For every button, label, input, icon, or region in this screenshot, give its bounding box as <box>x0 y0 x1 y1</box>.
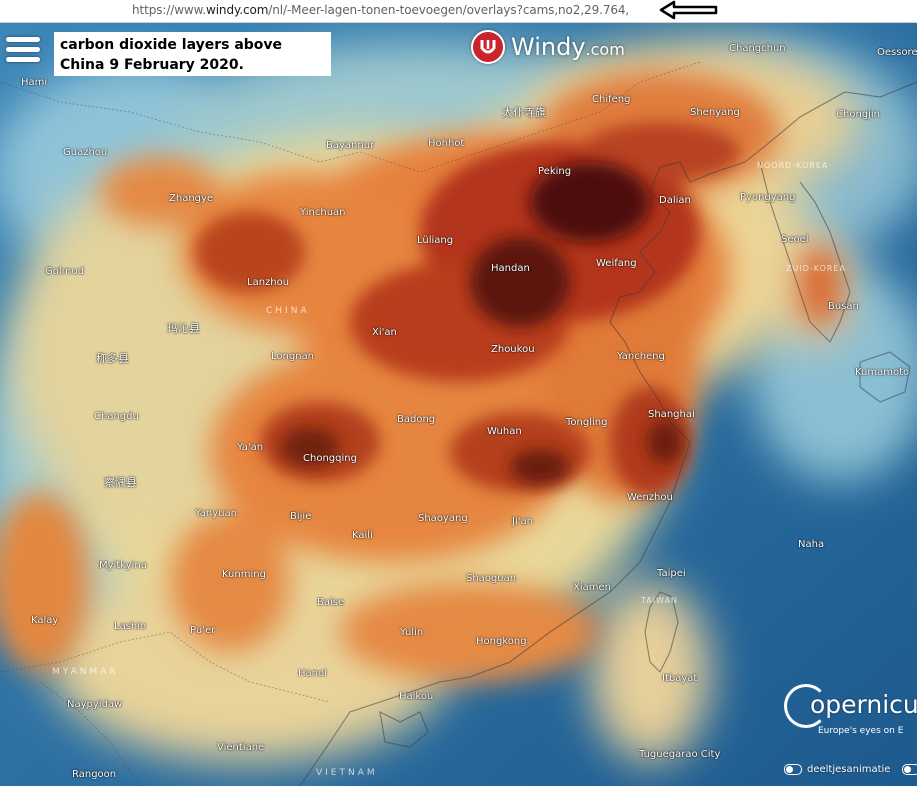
city-label: Hongkong <box>476 636 527 647</box>
city-label: Itbayat <box>662 673 698 684</box>
city-label: Tuguegarao City <box>639 749 721 760</box>
windy-logo-text: Windy.com <box>511 33 625 61</box>
city-label: Dalian <box>659 195 691 206</box>
city-label: Pyongyang <box>740 192 796 203</box>
city-label: Chongjin <box>836 109 881 120</box>
city-label: Naha <box>798 539 825 550</box>
city-label: Wenzhou <box>627 492 673 503</box>
city-label: Kumamoto <box>855 367 910 378</box>
toggle-switch-icon <box>784 763 802 775</box>
city-label: Kalay <box>31 615 59 626</box>
particle-animation-toggle[interactable]: deeltjesanimatie <box>784 761 890 777</box>
toggle-switch-icon <box>902 763 917 775</box>
city-label: 玛沁县 <box>167 322 200 335</box>
city-label: Hanoi <box>298 668 327 679</box>
region-label-north-korea: NOORD-KOREA <box>757 161 829 170</box>
region-label-taiwan: TAIWAN <box>641 596 679 605</box>
city-label: Shaoyang <box>418 513 468 524</box>
city-label: Taipei <box>657 568 686 579</box>
city-label: Myitkyina <box>99 560 147 571</box>
city-label: 称多县 <box>96 352 129 365</box>
city-label: Peking <box>538 166 572 177</box>
copernicus-name: opernicu <box>810 690 917 719</box>
city-label: Xi'an <box>372 327 397 338</box>
city-label: Pu'er <box>190 625 216 636</box>
browser-url-bar[interactable]: https://www.windy.com/nl/-Meer-lagen-ton… <box>0 0 917 23</box>
city-label: Zhoukou <box>491 344 535 355</box>
city-label: Yulin <box>400 627 424 638</box>
city-label: Wuhan <box>487 426 522 437</box>
region-label-myanmar: MYANMAR <box>52 667 119 677</box>
city-label: Golmud <box>45 266 85 277</box>
city-label: Bijie <box>290 511 312 522</box>
secondary-toggle[interactable] <box>902 761 917 777</box>
city-label: Shanghai <box>648 409 695 420</box>
menu-bar <box>6 47 40 52</box>
city-label: Seoel <box>781 234 809 245</box>
city-label: 太仆寺旗 <box>502 106 546 119</box>
city-label: Badong <box>397 414 436 425</box>
city-label: Baise <box>317 597 345 608</box>
city-label: Yinchuan <box>300 207 346 218</box>
city-label: Kunming <box>222 569 266 580</box>
city-label: Yancheng <box>617 351 665 362</box>
menu-bar <box>6 57 40 62</box>
pollution-map[interactable] <box>0 22 917 786</box>
city-label: Oessore <box>877 47 917 58</box>
region-label-vietnam: VIETNAM <box>316 768 378 778</box>
city-label: Chifeng <box>592 94 631 105</box>
city-label: Lanzhou <box>247 277 290 288</box>
city-label: Ji'an <box>512 516 533 527</box>
city-label: Guazhou <box>63 147 108 158</box>
city-label: Chongqing <box>303 453 357 464</box>
region-label-south-korea: ZUID-KOREA <box>786 264 846 273</box>
city-label: Changchun <box>729 43 786 54</box>
city-label: Kaili <box>352 530 373 541</box>
copernicus-tagline: Europe's eyes on E <box>818 726 904 736</box>
city-label: Longnan <box>271 351 315 362</box>
arrow-annotation-icon <box>659 0 718 20</box>
city-label: Hohhot <box>428 138 465 149</box>
region-label-china: CHINA <box>266 306 310 316</box>
city-label: Bayannur <box>326 140 375 151</box>
toggle-label: deeltjesanimatie <box>807 763 891 775</box>
menu-button[interactable] <box>0 22 52 74</box>
city-label: Naypyidaw <box>67 699 123 710</box>
annotation-caption: carbon dioxide layers above China 9 Febr… <box>54 32 331 76</box>
city-label: Xiamen <box>573 582 611 593</box>
city-label: 察隅县 <box>104 476 137 489</box>
city-label: Shenyang <box>690 107 740 118</box>
city-label: Changdu <box>94 411 139 422</box>
borders <box>0 61 701 786</box>
city-label: Ya'an <box>237 442 264 453</box>
url-text[interactable]: https://www.windy.com/nl/-Meer-lagen-ton… <box>132 3 630 17</box>
city-label: Hami <box>21 77 48 88</box>
city-label: Tongling <box>566 417 608 428</box>
windy-logo-icon <box>471 30 505 64</box>
windy-logo[interactable]: Windy.com <box>471 30 625 64</box>
menu-bar <box>6 37 40 42</box>
city-label: Yanyuan <box>195 508 237 519</box>
caption-line-2: China 9 February 2020. <box>60 57 244 73</box>
caption-line-1: carbon dioxide layers above <box>60 37 283 53</box>
city-label: Rangoon <box>72 769 117 780</box>
coastline <box>299 81 917 786</box>
city-label: Weifang <box>596 258 637 269</box>
city-label: Handan <box>491 263 530 274</box>
city-label: Zhangye <box>169 193 214 204</box>
city-label: Lashio <box>114 621 147 632</box>
city-label: Haikou <box>399 691 434 702</box>
city-label: Shaoguan <box>466 573 517 584</box>
city-label: Vientiane <box>217 742 265 753</box>
city-label: Lüliang <box>417 235 454 246</box>
city-label: Busan <box>828 301 859 312</box>
pollution-peak-layer <box>280 162 683 485</box>
copernicus-ring-icon <box>784 684 828 728</box>
